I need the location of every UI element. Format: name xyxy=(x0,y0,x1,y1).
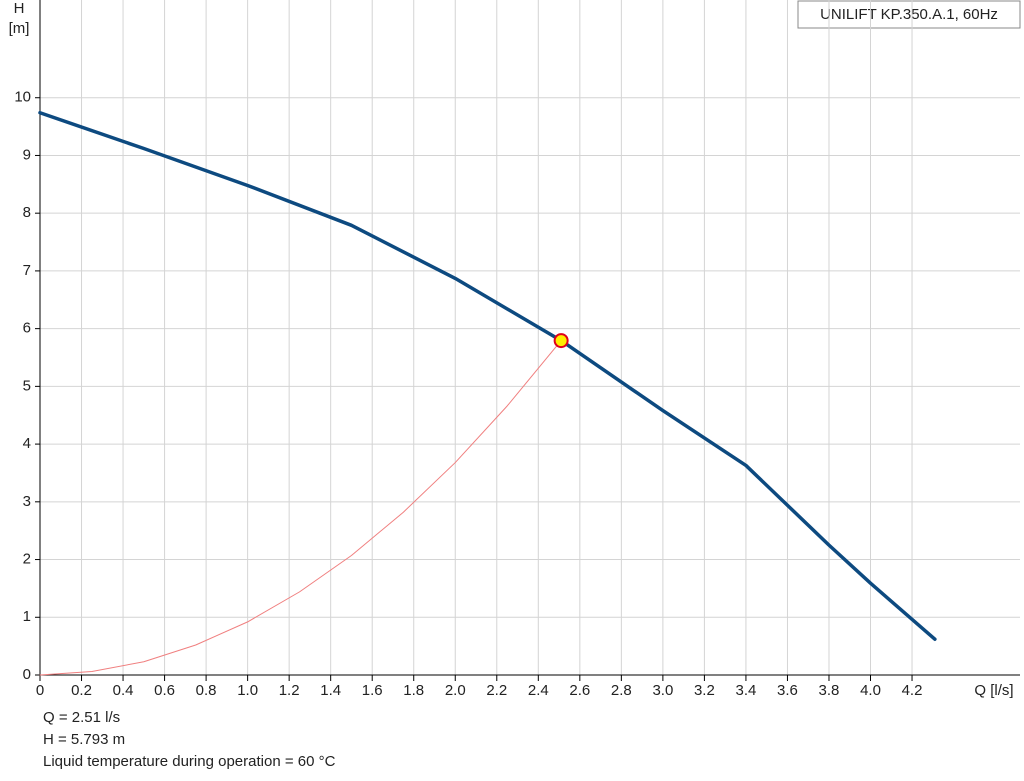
y-tick-label: 10 xyxy=(14,89,31,106)
x-tick-label: 1.4 xyxy=(320,682,341,699)
y-tick-label: 4 xyxy=(23,435,31,452)
x-tick-label: 4.0 xyxy=(860,682,881,699)
x-tick-label: 2.6 xyxy=(569,682,590,699)
y-tick-label: 7 xyxy=(23,262,31,279)
y-tick-label: 2 xyxy=(23,551,31,568)
y-tick-label: 3 xyxy=(23,493,31,510)
x-tick-label: 3.8 xyxy=(819,682,840,699)
y-tick-label: 6 xyxy=(23,320,31,337)
info-line: Q = 2.51 l/s xyxy=(43,709,120,726)
x-tick-label: 3.0 xyxy=(652,682,673,699)
x-tick-label: 1.0 xyxy=(237,682,258,699)
y-tick-label: 0 xyxy=(23,666,31,683)
x-tick-label: 4.2 xyxy=(902,682,923,699)
y-tick-label: 1 xyxy=(23,608,31,625)
y-tick-label: 9 xyxy=(23,146,31,163)
x-tick-label: 2.4 xyxy=(528,682,549,699)
series-line xyxy=(39,340,562,676)
y-tick-label: 8 xyxy=(23,204,31,221)
x-tick-label: 2.8 xyxy=(611,682,632,699)
info-line: Liquid temperature during operation = 60… xyxy=(43,753,336,770)
x-tick-label: 1.2 xyxy=(279,682,300,699)
x-axis-label: Q [l/s] xyxy=(974,682,1013,699)
chart-title: UNILIFT KP.350.A.1, 60Hz xyxy=(820,6,998,23)
operating-point xyxy=(553,333,569,349)
x-tick-label: 0 xyxy=(36,682,44,699)
y-axis-label: H xyxy=(14,0,25,17)
x-tick-label: 3.4 xyxy=(736,682,757,699)
x-tick-label: 0.8 xyxy=(196,682,217,699)
x-tick-label: 0.4 xyxy=(113,682,134,699)
x-tick-label: 1.8 xyxy=(403,682,424,699)
x-tick-label: 0.6 xyxy=(154,682,175,699)
x-tick-label: 0.2 xyxy=(71,682,92,699)
series-line xyxy=(38,110,937,641)
x-tick-label: 2.2 xyxy=(486,682,507,699)
x-tick-label: 2.0 xyxy=(445,682,466,699)
y-tick-label: 5 xyxy=(23,377,31,394)
info-line: H = 5.793 m xyxy=(43,731,125,748)
title-box xyxy=(797,0,1021,29)
x-tick-label: 3.2 xyxy=(694,682,715,699)
x-tick-label: 3.6 xyxy=(777,682,798,699)
x-tick-label: 1.6 xyxy=(362,682,383,699)
y-axis-unit: [m] xyxy=(9,20,30,37)
